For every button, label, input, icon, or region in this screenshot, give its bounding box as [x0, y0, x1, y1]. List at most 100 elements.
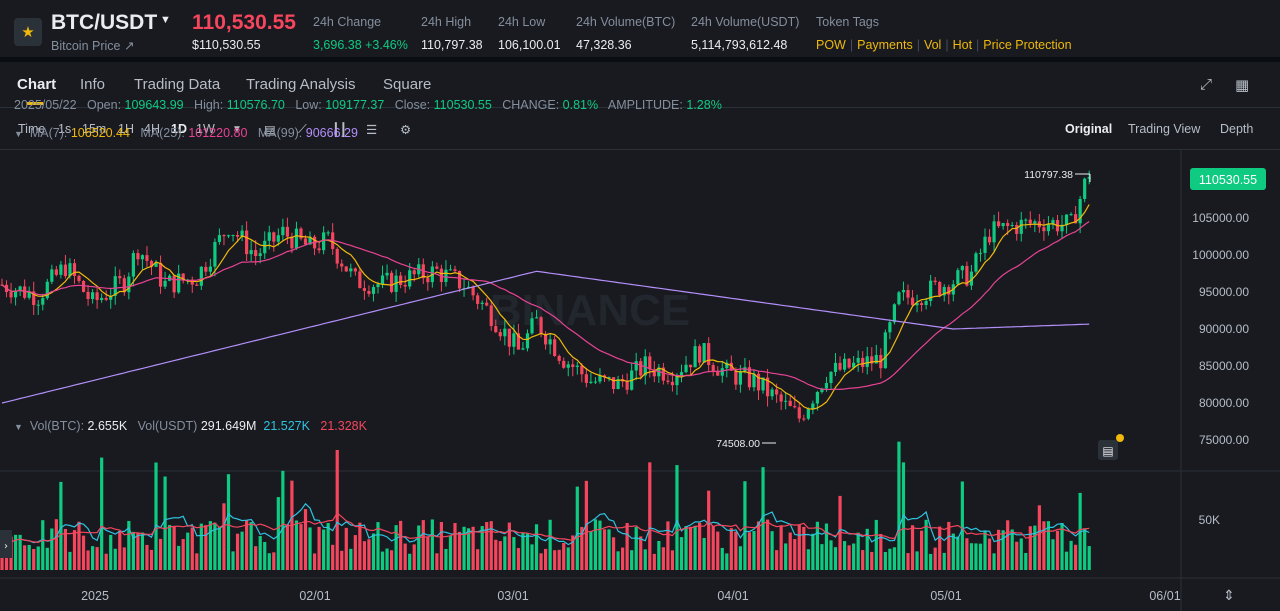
volume-bar [861, 550, 865, 570]
candle-body [761, 377, 765, 391]
volume-bar [802, 526, 806, 570]
favorite-star-icon[interactable]: ★ [14, 18, 42, 46]
volume-info[interactable]: ▼ Vol(BTC): 2.655K Vol(USDT) 291.649M 21… [14, 419, 367, 433]
candle-body [50, 269, 54, 282]
time-tick-label: 06/01 [1149, 589, 1180, 603]
volume-bar [140, 532, 145, 570]
volume-bar [32, 548, 36, 570]
candle-body [838, 362, 842, 370]
chart-settings-icon[interactable]: ☰ [366, 123, 378, 137]
candle-body [399, 275, 403, 285]
candle-type-icon[interactable]: ┃┃ [332, 123, 348, 137]
candle-body [471, 286, 475, 296]
volume-bar [118, 530, 122, 570]
interval-15m[interactable]: 15m [82, 122, 107, 136]
candle-body [362, 288, 366, 291]
tab-bar: Chart Info Trading Data Trading Analysis… [0, 62, 1280, 108]
candle-body [729, 362, 733, 371]
interval-1d[interactable]: 1D [171, 122, 187, 136]
pair-subtitle-link[interactable]: Bitcoin Price ↗ [51, 39, 135, 53]
indicator-icon[interactable]: ⟋ [298, 122, 307, 136]
volume-bar [824, 523, 829, 570]
volume-bar [154, 462, 158, 570]
candle-body [969, 271, 974, 286]
interval-4h[interactable]: 4H [144, 122, 160, 136]
price-tick-label: 85000.00 [1199, 359, 1249, 373]
tag-hot[interactable]: Hot [952, 38, 973, 52]
candle-body [489, 305, 493, 327]
tag-payments[interactable]: Payments [857, 38, 913, 52]
interval-1w[interactable]: 1W [196, 122, 215, 136]
tag-pow[interactable]: POW [816, 38, 846, 52]
interval-1h[interactable]: 1H [118, 122, 134, 136]
volume-bar [833, 547, 838, 570]
candle-body [32, 291, 36, 305]
volume-bar [1015, 541, 1019, 570]
layout-grid-icon[interactable]: ▦ [1235, 77, 1250, 94]
volume-bar [1010, 529, 1014, 570]
candle-body [1074, 214, 1078, 224]
fullscreen-icon[interactable]: ⤢ [1200, 76, 1213, 93]
tab-trading-data[interactable]: Trading Data [134, 76, 221, 93]
view-original[interactable]: Original [1065, 122, 1113, 136]
volume-bar [226, 474, 231, 570]
volume-bar [910, 525, 915, 570]
tab-info[interactable]: Info [80, 76, 106, 93]
view-trading-view[interactable]: Trading View [1128, 122, 1201, 136]
candle-body [245, 230, 249, 255]
tag-vol[interactable]: Vol [923, 38, 942, 52]
interval-time[interactable]: Time [18, 122, 46, 136]
gear-icon[interactable]: ⚙ [400, 123, 412, 137]
candle-body [997, 221, 1001, 227]
volume-bar [258, 536, 262, 570]
volume-bar [888, 548, 892, 570]
low-marker: 74508.00 [716, 438, 776, 450]
volume-bar [997, 529, 1001, 570]
volume-bar [163, 476, 167, 570]
volume-bar [254, 546, 258, 570]
candle-body [965, 266, 969, 286]
volume-bar [516, 548, 521, 570]
candle-body [494, 326, 498, 333]
calendar-icon[interactable]: ▤ [264, 123, 276, 137]
candle-body [426, 278, 430, 283]
candle-body [521, 348, 525, 350]
volume-bar [534, 524, 539, 570]
axis-settings-icon[interactable]: ⇕ [1223, 588, 1235, 604]
last-price-usd: $110,530.55 [192, 38, 261, 52]
volume-collapse-icon[interactable]: › [0, 530, 12, 558]
tab-chart[interactable]: Chart [17, 76, 57, 93]
candle-body [938, 282, 942, 296]
candle-body [548, 339, 552, 345]
volume-bar [1037, 505, 1041, 570]
candle-body [861, 357, 865, 367]
tab-trading-analysis[interactable]: Trading Analysis [246, 76, 356, 93]
volume-bar [679, 537, 684, 570]
volume-bar [303, 509, 308, 570]
candle-body [684, 364, 688, 373]
volume-bar [784, 543, 788, 570]
candle-body [294, 228, 299, 249]
interval-1s[interactable]: 1s [58, 122, 72, 136]
view-depth[interactable]: Depth [1220, 122, 1254, 136]
candle-body [987, 236, 992, 243]
candle-body [865, 356, 869, 367]
volume-bar [765, 519, 770, 570]
stat-24h-change-label: 24h Change [313, 15, 382, 29]
ma-info[interactable]: ▼ MA(7): 106520.44 MA(25): 101220.80 MA(… [14, 126, 358, 140]
tag-price-protection[interactable]: Price Protection [983, 38, 1072, 52]
interval-more-dropdown-icon[interactable]: ▼ [232, 124, 242, 135]
candle-body [747, 367, 752, 388]
pair-dropdown-icon[interactable]: ▼ [160, 14, 171, 26]
volume-bar [95, 547, 99, 570]
candle-body [335, 248, 339, 264]
tab-square[interactable]: Square [383, 76, 432, 93]
candle-body [1042, 227, 1046, 232]
volume-bar [725, 553, 729, 570]
svg-text:⇕: ⇕ [1223, 588, 1235, 604]
pair-symbol[interactable]: BTC/USDT [51, 11, 158, 34]
candle-body [1064, 214, 1069, 225]
volume-bar [847, 545, 851, 570]
notes-icon[interactable]: ▤ [1098, 434, 1124, 460]
